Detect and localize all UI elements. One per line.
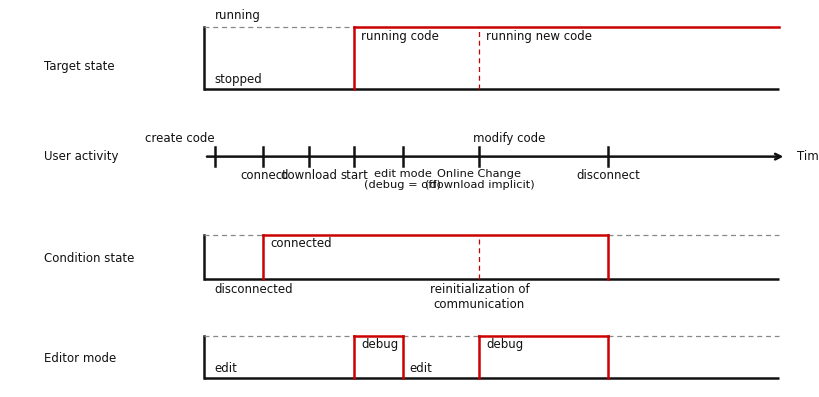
Text: debug: debug: [360, 338, 398, 351]
Text: stopped: stopped: [215, 73, 262, 86]
Text: debug: debug: [486, 338, 523, 351]
Text: reinitialization of
communication: reinitialization of communication: [429, 283, 528, 311]
Text: User activity: User activity: [44, 150, 118, 163]
Text: start: start: [340, 168, 368, 181]
Text: connect: connect: [240, 168, 287, 181]
Text: edit: edit: [410, 362, 432, 376]
Text: running code: running code: [360, 31, 438, 43]
Text: running new code: running new code: [486, 31, 592, 43]
Text: edit: edit: [215, 362, 238, 376]
Text: edit mode
(debug = off): edit mode (debug = off): [364, 168, 441, 190]
Text: disconnected: disconnected: [215, 283, 293, 296]
Text: modify code: modify code: [472, 132, 545, 145]
Text: Target state: Target state: [44, 60, 115, 73]
Text: running: running: [215, 9, 260, 22]
Text: connected: connected: [270, 237, 332, 250]
Text: download: download: [280, 168, 337, 181]
Text: Condition state: Condition state: [44, 252, 134, 266]
Text: disconnect: disconnect: [576, 168, 640, 181]
Text: Time: Time: [796, 150, 819, 163]
Text: Online Change
(download implicit): Online Change (download implicit): [424, 168, 534, 190]
Text: Editor mode: Editor mode: [44, 352, 116, 364]
Text: create code: create code: [145, 132, 215, 145]
